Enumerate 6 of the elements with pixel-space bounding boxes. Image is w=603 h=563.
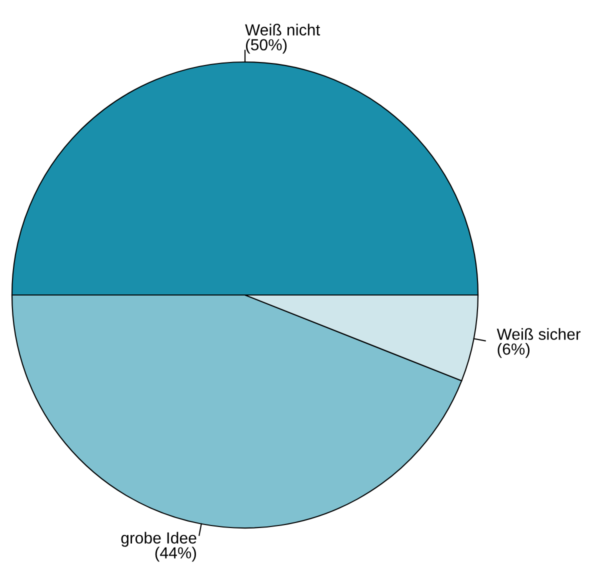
slice-label: Weiß nicht [245, 24, 320, 36]
data-label: (50%) [246, 38, 287, 54]
slice-label: Weiß sicher [496, 328, 581, 340]
data-label: (44%) [155, 546, 196, 562]
data-label: (6%) [498, 343, 530, 358]
slice-label: grobe Idee [121, 532, 196, 547]
